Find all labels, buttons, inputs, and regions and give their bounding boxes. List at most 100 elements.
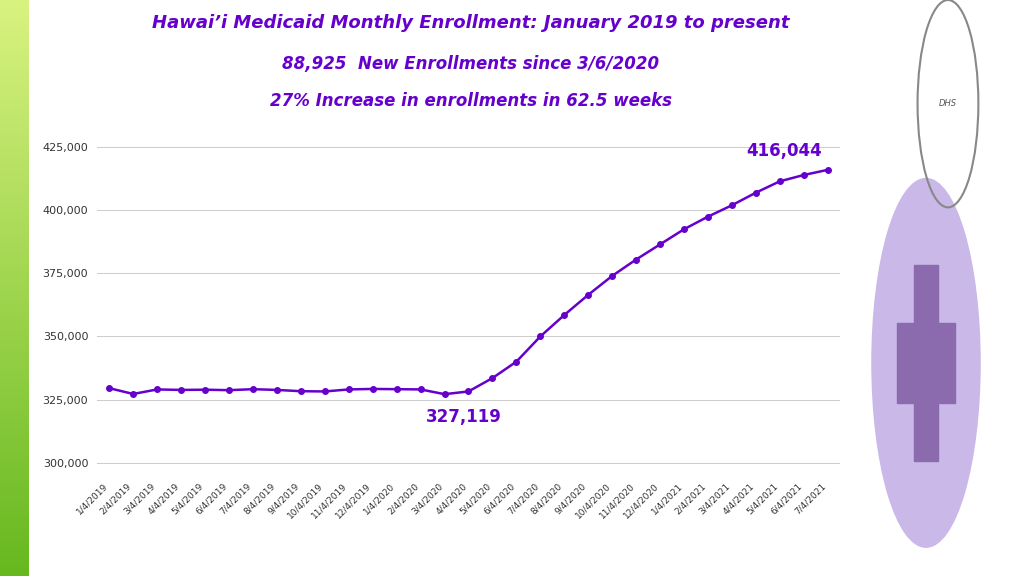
Bar xyxy=(0,251,29,253)
Bar xyxy=(0,570,29,573)
Bar xyxy=(0,518,29,521)
Bar xyxy=(0,331,29,334)
Bar xyxy=(0,86,29,89)
Total Enrollment, Hawaii Medicaid (Jan 2019 - Present) xyxy=(654,241,667,248)
Bar xyxy=(0,360,29,363)
Bar xyxy=(0,72,29,75)
Bar xyxy=(0,524,29,527)
Bar xyxy=(0,397,29,400)
Bar xyxy=(0,276,29,279)
Total Enrollment, Hawaii Medicaid (Jan 2019 - Present) xyxy=(343,386,355,393)
Bar xyxy=(0,343,29,346)
Bar xyxy=(0,544,29,547)
Bar xyxy=(0,449,29,452)
Bar xyxy=(0,271,29,274)
Bar xyxy=(0,441,29,444)
Bar xyxy=(0,109,29,112)
Bar xyxy=(0,510,29,513)
Bar xyxy=(0,253,29,256)
Bar xyxy=(0,469,29,472)
Bar xyxy=(0,325,29,328)
Bar xyxy=(0,158,29,161)
Bar xyxy=(0,35,29,37)
Bar xyxy=(0,130,29,132)
Bar xyxy=(0,302,29,305)
Bar xyxy=(0,383,29,386)
Bar xyxy=(0,426,29,429)
Bar xyxy=(0,196,29,199)
Bar xyxy=(0,567,29,570)
Bar xyxy=(0,530,29,533)
Bar xyxy=(0,334,29,337)
Bar xyxy=(0,95,29,98)
Bar xyxy=(0,138,29,141)
Bar xyxy=(0,242,29,245)
Total Enrollment, Hawaii Medicaid (Jan 2019 - Present) xyxy=(151,386,163,393)
Bar xyxy=(0,444,29,446)
Bar xyxy=(0,179,29,181)
Total Enrollment, Hawaii Medicaid (Jan 2019 - Present) xyxy=(726,202,738,209)
Bar xyxy=(0,222,29,225)
Bar xyxy=(0,98,29,101)
Bar xyxy=(0,230,29,233)
Bar xyxy=(0,167,29,170)
Bar xyxy=(0,112,29,115)
Bar xyxy=(0,248,29,251)
Text: 27% Increase in enrollments in 62.5 weeks: 27% Increase in enrollments in 62.5 week… xyxy=(270,92,672,110)
Total Enrollment, Hawaii Medicaid (Jan 2019 - Present) xyxy=(223,386,236,393)
Bar xyxy=(0,328,29,331)
Bar xyxy=(0,14,29,17)
Bar xyxy=(0,372,29,374)
Bar xyxy=(0,17,29,20)
Total Enrollment, Hawaii Medicaid (Jan 2019 - Present) xyxy=(750,189,762,196)
Bar xyxy=(0,153,29,156)
Bar xyxy=(0,409,29,412)
Bar xyxy=(0,435,29,438)
Line: Total Enrollment, Hawaii Medicaid (Jan 2019 - Present): Total Enrollment, Hawaii Medicaid (Jan 2… xyxy=(106,167,830,397)
Bar xyxy=(0,297,29,300)
Bar xyxy=(0,320,29,323)
Bar xyxy=(0,132,29,135)
Total Enrollment, Hawaii Medicaid (Jan 2019 - Present) xyxy=(558,312,570,319)
Bar xyxy=(0,461,29,464)
Bar xyxy=(0,156,29,158)
Bar xyxy=(0,521,29,524)
Bar xyxy=(0,216,29,219)
Bar xyxy=(0,225,29,228)
Bar xyxy=(0,484,29,487)
Bar xyxy=(0,420,29,423)
Bar xyxy=(0,527,29,530)
Bar xyxy=(0,429,29,432)
Bar xyxy=(0,374,29,377)
Bar xyxy=(0,423,29,426)
Bar xyxy=(0,124,29,127)
Bar xyxy=(0,92,29,95)
Bar xyxy=(0,190,29,193)
Bar xyxy=(0,487,29,490)
Bar xyxy=(0,415,29,418)
Bar xyxy=(0,366,29,369)
Bar xyxy=(0,78,29,81)
Bar xyxy=(0,311,29,314)
Total Enrollment, Hawaii Medicaid (Jan 2019 - Present) xyxy=(462,388,474,395)
Text: Hawai’i Medicaid Monthly Enrollment: January 2019 to present: Hawai’i Medicaid Monthly Enrollment: Jan… xyxy=(153,14,790,32)
Bar xyxy=(0,573,29,576)
Bar xyxy=(0,337,29,340)
Bar xyxy=(0,363,29,366)
Bar xyxy=(0,553,29,556)
Bar xyxy=(0,9,29,12)
Bar xyxy=(0,513,29,516)
Bar xyxy=(0,438,29,441)
Bar xyxy=(0,446,29,449)
Bar xyxy=(0,75,29,78)
Bar xyxy=(0,239,29,242)
Bar xyxy=(0,0,29,3)
Bar xyxy=(0,308,29,311)
Bar xyxy=(0,550,29,553)
Bar xyxy=(0,118,29,121)
Bar xyxy=(0,161,29,164)
Text: 88,925  New Enrollments since 3/6/2020: 88,925 New Enrollments since 3/6/2020 xyxy=(283,55,659,73)
Total Enrollment, Hawaii Medicaid (Jan 2019 - Present) xyxy=(127,391,139,397)
Total Enrollment, Hawaii Medicaid (Jan 2019 - Present) xyxy=(582,291,594,298)
Total Enrollment, Hawaii Medicaid (Jan 2019 - Present) xyxy=(367,385,379,392)
